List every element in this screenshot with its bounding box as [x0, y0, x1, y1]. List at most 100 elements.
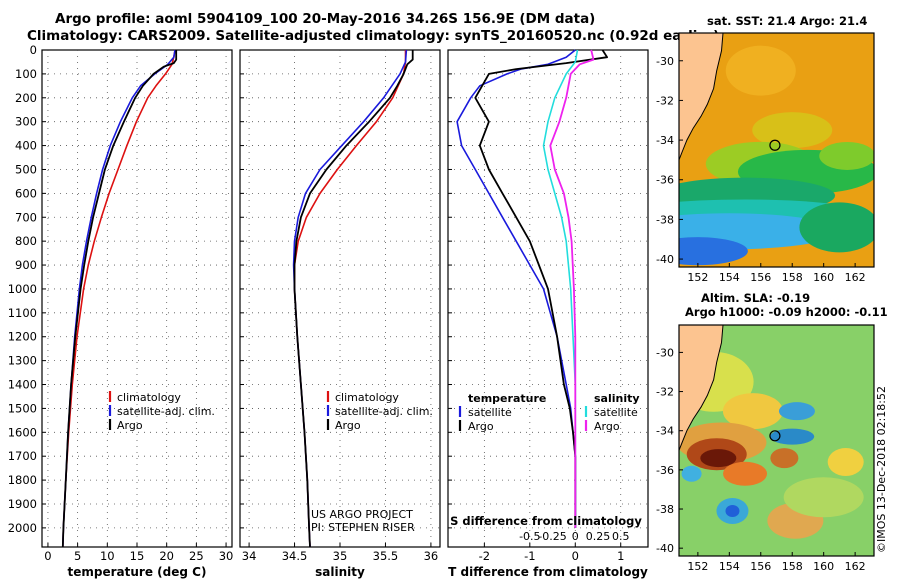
- sla-field-patch: [778, 402, 815, 421]
- tdiff-xtick-label: -1: [524, 549, 535, 563]
- sst-lon-label: 160: [813, 271, 834, 284]
- salinity-xtick-label: 35: [333, 549, 348, 563]
- salinity-xtick-label: 36: [424, 549, 439, 563]
- tdiff-legend-salinity-heading: salinity: [594, 392, 640, 405]
- temperature-legend-label: climatology: [117, 391, 181, 404]
- salinity-legend-label: Argo: [335, 419, 361, 432]
- tdiff-xtick-label: 1: [617, 549, 624, 563]
- sst-lat-label: -32: [656, 94, 674, 107]
- sla-lon-label: 162: [845, 560, 866, 573]
- temperature-xtick-label: 10: [100, 549, 115, 563]
- depth-tick-label: 1000: [8, 282, 37, 296]
- sla-field-patch: [770, 428, 815, 445]
- depth-tick-label: 800: [15, 234, 37, 248]
- temperature-xtick-label: 25: [189, 549, 204, 563]
- sla-field-patch: [700, 449, 737, 468]
- temperature-series-argo: [61, 50, 178, 548]
- depth-tick-label: 1900: [8, 497, 37, 511]
- chart-title-line1: Argo profile: aoml 5904109_100 20-May-20…: [55, 11, 596, 27]
- depth-tick-label: 700: [15, 210, 37, 224]
- sst-field-patch: [752, 112, 833, 149]
- sla-field-patch: [827, 448, 864, 477]
- tdiff-legend-label: satellite: [594, 406, 638, 419]
- salinity-annotation: PI: STEPHEN RISER: [311, 521, 415, 534]
- sla-field-patch: [725, 504, 740, 517]
- salinity-xtick-label: 34.5: [282, 549, 308, 563]
- sla-lat-label: -32: [656, 386, 674, 399]
- depth-tick-label: 1500: [8, 401, 37, 415]
- sla-lon-label: 160: [813, 560, 834, 573]
- depth-tick-label: 1400: [8, 378, 37, 392]
- sla-map-subtitle: Argo h1000: -0.09 h2000: -0.11: [685, 305, 888, 319]
- depth-tick-label: 600: [15, 186, 37, 200]
- sst-lat-label: -40: [656, 253, 674, 266]
- tdiff-panel-frame: [447, 49, 649, 548]
- sla-field-patch: [681, 465, 702, 482]
- sst-lon-label: 162: [845, 271, 866, 284]
- sst-map-frame: [678, 32, 875, 268]
- sst-map: [678, 32, 875, 268]
- argo-position-marker: [769, 139, 781, 151]
- salinity-annotation: US ARGO PROJECT: [311, 508, 413, 521]
- depth-tick-label: 2000: [8, 521, 37, 535]
- depth-tick-label: 1200: [8, 330, 37, 344]
- depth-tick-label: 1700: [8, 449, 37, 463]
- salinity-legend-label: satellite-adj. clim.: [335, 405, 433, 418]
- sla-lat-label: -38: [656, 503, 674, 516]
- salinity-series-argo: [293, 50, 414, 548]
- temperature-axis-label: temperature (deg C): [68, 565, 207, 579]
- imos-timestamp: ©IMOS 13-Dec-2018 02:18:52: [875, 386, 888, 553]
- sst-field-patch: [725, 45, 796, 96]
- sst-lon-label: 158: [782, 271, 803, 284]
- tdiff-series-temperature-argo: [474, 49, 608, 528]
- sla-map-title: Altim. SLA: -0.19: [701, 291, 811, 305]
- sst-lon-label: 156: [750, 271, 771, 284]
- depth-tick-label: 1600: [8, 425, 37, 439]
- sla-field-patch: [783, 477, 864, 518]
- temperature-xtick-label: 15: [130, 549, 145, 563]
- argo-position-marker: [769, 430, 781, 442]
- depth-tick-label: 1100: [8, 306, 37, 320]
- sdiff-axis-title: S difference from climatology: [450, 514, 642, 528]
- sst-map-field: [679, 33, 874, 267]
- temperature-xtick-label: 5: [74, 549, 81, 563]
- sla-lat-label: -36: [656, 464, 674, 477]
- sst-map-title: sat. SST: 21.4 Argo: 21.4: [707, 14, 868, 28]
- tdiff-legend-temperature-heading: temperature: [468, 392, 546, 405]
- sst-lat-label: -34: [656, 134, 674, 147]
- depth-tick-label: 100: [15, 67, 37, 81]
- sst-lon-label: 154: [719, 271, 740, 284]
- sla-lon-label: 156: [750, 560, 771, 573]
- sla-field-patch: [723, 461, 768, 486]
- salinity-panel-frame: [239, 49, 441, 548]
- chart-title-line2: Climatology: CARS2009. Satellite-adjuste…: [27, 28, 720, 44]
- tdiff-axis-label: T difference from climatology: [448, 565, 648, 579]
- salinity-xtick-label: 34: [242, 549, 257, 563]
- tdiff-xtick-label: -2: [479, 549, 490, 563]
- sla-lat-label: -30: [656, 346, 674, 359]
- salinity-legend-label: climatology: [335, 391, 399, 404]
- tdiff-legend-label: Argo: [594, 420, 620, 433]
- sla-lon-label: 158: [782, 560, 803, 573]
- depth-tick-label: 1800: [8, 473, 37, 487]
- salinity-axis-label: salinity: [315, 565, 365, 579]
- depth-tick-label: 400: [15, 139, 37, 153]
- sst-field-patch: [799, 202, 874, 253]
- tdiff-xtick-label: 0: [572, 549, 579, 563]
- sla-map-frame: [678, 324, 875, 557]
- tdiff-legend-label: Argo: [468, 420, 494, 433]
- sla-lon-label: 152: [687, 560, 708, 573]
- land-mass: [679, 325, 724, 451]
- sla-lon-label: 154: [719, 560, 740, 573]
- temperature-xtick-label: 30: [219, 549, 234, 563]
- sdiff-tick-label: 0.5: [612, 530, 630, 543]
- sst-field-patch: [679, 237, 748, 266]
- sst-lat-label: -38: [656, 213, 674, 226]
- depth-tick-label: 900: [15, 258, 37, 272]
- tdiff-series-salinity-argo: [549, 49, 595, 528]
- sst-lat-label: -36: [656, 174, 674, 187]
- temperature-legend-label: Argo: [117, 419, 143, 432]
- sdiff-tick-label: 0.25: [586, 530, 611, 543]
- sla-lat-label: -40: [656, 542, 674, 555]
